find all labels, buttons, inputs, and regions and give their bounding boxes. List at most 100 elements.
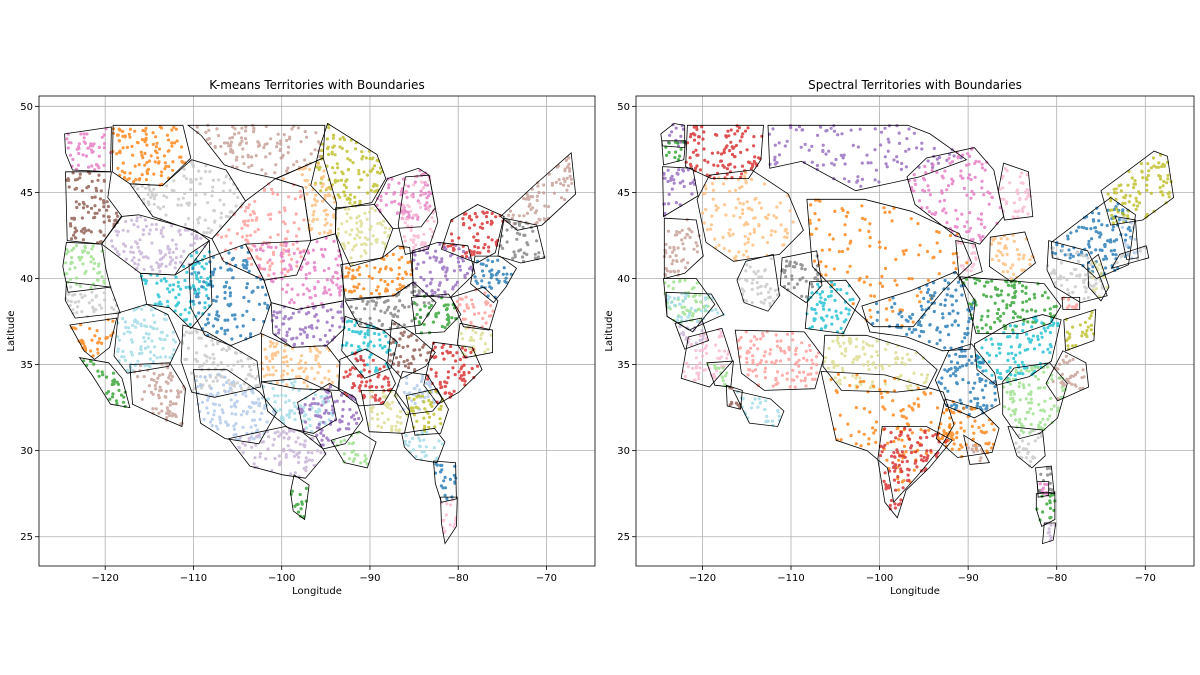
kmeans-territory-points-46 [403, 430, 444, 462]
kmeans-territory-boundary-7 [101, 214, 210, 276]
kmeans-territory-points-16 [441, 210, 505, 259]
spectral-x-tick-label: −110 [777, 573, 804, 584]
kmeans-territory-boundary-40 [260, 377, 337, 434]
kmeans-territory-points-0 [65, 127, 113, 172]
kmeans-territory-points-39 [194, 372, 277, 441]
spectral-territory-boundary-28 [680, 327, 733, 388]
spectral-territory-boundary-30 [822, 334, 938, 393]
kmeans-territory-boundary-34 [78, 357, 131, 409]
spectral-y-tick-label: 50 [617, 102, 630, 113]
spectral-territory-points-40 [1014, 428, 1043, 468]
kmeans-territory-boundary-28 [113, 303, 181, 374]
spectral-territory-boundary-1 [661, 140, 687, 166]
spectral-territory-points-5 [701, 171, 795, 262]
spectral-territory-boundary-31 [973, 314, 1062, 386]
kmeans-territory-boundary-19 [411, 241, 476, 298]
kmeans-territory-points-8 [216, 182, 306, 279]
kmeans-territory-points-35 [133, 362, 187, 426]
kmeans-x-tick-label: −70 [536, 573, 557, 584]
spectral-territory-points-38 [736, 390, 782, 428]
kmeans-territory-points-24 [349, 284, 435, 331]
kmeans-territory-points-44 [237, 427, 327, 479]
kmeans-x-tick-label: −110 [180, 573, 207, 584]
kmeans-territory-boundary-16 [440, 204, 505, 264]
spectral-territory-boundary-3 [767, 124, 968, 192]
spectral-territory-boundary-15 [1050, 197, 1136, 279]
spectral-territory-points-23 [665, 292, 725, 331]
kmeans-territory-boundary-31 [341, 315, 398, 379]
kmeans-territory-boundary-42 [360, 389, 411, 434]
kmeans-y-tick-label: 50 [20, 102, 33, 113]
spectral-territory-boundary-34 [1002, 362, 1068, 440]
spectral-territory-boundary-44 [1036, 481, 1050, 498]
spectral-x-axis-label: Longitude [890, 586, 940, 597]
spectral-plot-frame [635, 95, 1195, 567]
spectral-territory-points-27 [1064, 310, 1096, 351]
spectral-x-tick-label: −100 [866, 573, 893, 584]
spectral-territory-boundary-16 [1100, 150, 1175, 226]
kmeans-territory-boundary-44 [227, 426, 327, 479]
spectral-y-tick-label: 25 [617, 532, 630, 543]
kmeans-territory-points-29 [180, 329, 260, 397]
spectral-territory-points-16 [1106, 153, 1173, 225]
kmeans-territory-points-26 [455, 288, 495, 329]
spectral-x-tick-label: −70 [1135, 573, 1156, 584]
kmeans-territory-boundary-15 [340, 245, 414, 300]
kmeans-territory-points-42 [367, 389, 410, 434]
spectral-territory-boundary-8 [663, 217, 704, 280]
spectral-territory-boundary-18 [1046, 240, 1108, 304]
kmeans-territory-boundary-43 [405, 388, 449, 436]
spectral-territory-boundary-14 [988, 231, 1036, 283]
kmeans-x-tick-label: −90 [359, 573, 380, 584]
spectral-x-tick-label: −120 [689, 573, 716, 584]
kmeans-territory-boundary-17 [499, 151, 577, 231]
spectral-territory-points-6 [907, 146, 1002, 242]
spectral-territory-points-0 [666, 123, 686, 148]
kmeans-territory-points-19 [411, 242, 475, 299]
kmeans-territory-boundary-48 [433, 460, 457, 503]
kmeans-territory-points-43 [407, 389, 445, 433]
kmeans-territory-boundary-22 [188, 243, 272, 347]
kmeans-territory-boundary-27 [69, 317, 118, 360]
spectral-territory-boundary-20 [1087, 253, 1110, 302]
kmeans-territory-boundary-20 [470, 255, 518, 304]
kmeans-territory-boundary-39 [192, 369, 277, 445]
kmeans-territory-points-1 [111, 125, 187, 187]
kmeans-y-tick-label: 40 [20, 274, 33, 285]
kmeans-territory-boundary-13 [140, 239, 213, 329]
kmeans-panel: −120 −110 −100 −90 −80 −70 25 30 35 40 45 50 K-mean… [6, 78, 596, 597]
kmeans-territory-boundary-33 [456, 322, 494, 359]
spectral-territory-boundary-12 [804, 279, 861, 335]
kmeans-territory-points-40 [261, 377, 336, 434]
spectral-territory-boundary-38 [732, 389, 785, 427]
spectral-territory-boundary-17 [1114, 215, 1139, 261]
kmeans-territory-points-45 [332, 430, 369, 466]
kmeans-territory-boundary-32 [387, 319, 436, 379]
kmeans-territory-points-2 [195, 123, 323, 176]
spectral-territory-boundary-29 [734, 329, 825, 391]
kmeans-territory-points-30 [260, 333, 340, 391]
spectral-territory-points-41 [878, 426, 949, 511]
kmeans-territory-boundary-45 [330, 431, 377, 469]
spectral-territory-boundary-40 [1007, 426, 1046, 469]
kmeans-territory-boundary-41 [297, 383, 364, 450]
spectral-territory-boundary-7 [997, 162, 1034, 221]
kmeans-territory-boundary-3 [310, 122, 387, 211]
spectral-territory-boundary-5 [696, 169, 804, 262]
kmeans-territory-points-12 [62, 244, 106, 290]
kmeans-territory-boundary-36 [338, 348, 396, 407]
kmeans-territory-points-48 [433, 462, 458, 501]
spectral-territory-boundary-19 [1110, 245, 1150, 269]
spectral-territory-points-7 [998, 167, 1033, 220]
spectral-y-tick-label: 30 [617, 446, 630, 457]
spectral-territory-boundary-32 [1045, 350, 1090, 402]
spectral-territory-boundary-10 [736, 253, 780, 312]
kmeans-territory-points-4 [65, 170, 120, 245]
kmeans-territory-points-13 [139, 250, 213, 326]
kmeans-territory-points-14 [253, 236, 344, 309]
kmeans-territory-points-41 [297, 384, 361, 447]
spectral-territory-boundary-27 [1063, 308, 1097, 352]
kmeans-y-tick-label: 45 [20, 188, 33, 199]
spectral-territory-points-15 [1051, 202, 1133, 277]
